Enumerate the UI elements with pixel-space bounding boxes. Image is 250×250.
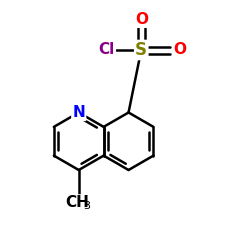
Text: CH: CH — [66, 195, 90, 210]
Text: S: S — [135, 41, 147, 59]
Text: O: O — [174, 42, 186, 58]
Text: O: O — [135, 12, 148, 27]
Text: Cl: Cl — [98, 42, 115, 58]
Text: N: N — [72, 105, 85, 120]
Text: 3: 3 — [83, 201, 90, 211]
